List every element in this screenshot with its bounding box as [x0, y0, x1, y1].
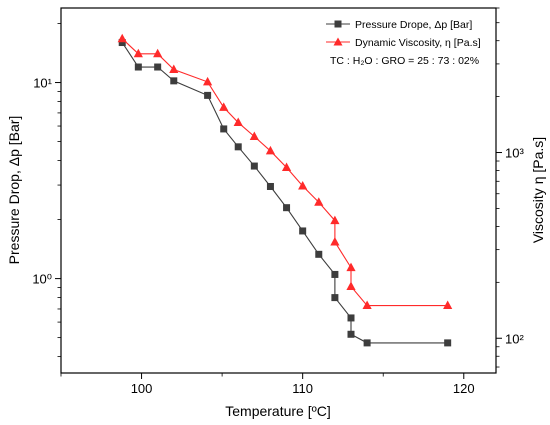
- x-tick-label: 120: [453, 381, 475, 396]
- pressure-drop-point: [250, 162, 258, 170]
- viscosity-point: [133, 48, 143, 58]
- pressure-drop-series-line: [121, 42, 448, 344]
- pressure-drop-point: [347, 330, 355, 338]
- x-tick-label: 100: [131, 381, 153, 396]
- viscosity-point: [346, 281, 356, 290]
- x-axis-ticks: 100 110 120: [60, 373, 475, 396]
- legend-label-viscosity: Dynamic Viscosity, η [Pa.s]: [355, 37, 481, 49]
- series-layer: [117, 33, 453, 347]
- pressure-drop-point: [234, 143, 242, 151]
- pressure-drop-point: [347, 314, 355, 322]
- pressure-drop-point: [118, 39, 126, 47]
- right-axis-tick-label: 10²: [505, 331, 524, 346]
- left-axis-ticks: 10⁰ 10¹: [32, 23, 61, 358]
- pressure-drop-point: [283, 204, 291, 212]
- viscosity-point: [117, 33, 127, 43]
- pressure-drop-point: [299, 227, 307, 235]
- pressure-drop-point: [363, 339, 371, 347]
- legend-note: TC : H₂O : GRO = 25 : 73 : 02%: [330, 55, 479, 67]
- viscosity-point: [233, 117, 243, 127]
- legend-marker-viscosity: [333, 37, 343, 46]
- viscosity-point: [249, 131, 259, 140]
- pressure-drop-point: [204, 91, 212, 99]
- pressure-drop-point: [220, 125, 228, 133]
- pressure-drop-point: [266, 182, 274, 190]
- legend-marker-pressure: [334, 20, 342, 28]
- right-axis-title: Viscosity η [Pa.s]: [530, 137, 546, 243]
- viscosity-point: [330, 236, 340, 246]
- viscosity-point: [443, 300, 453, 310]
- left-axis-tick-label: 10⁰: [32, 272, 52, 287]
- x-axis-title: Temperature [ºC]: [225, 403, 331, 419]
- plot-frame: [60, 7, 497, 374]
- viscosity-point: [203, 76, 213, 86]
- viscosity-point: [298, 181, 308, 190]
- left-axis-title: Pressure Drop, Δp [Bar]: [6, 116, 22, 265]
- pressure-drop-point: [315, 250, 323, 258]
- viscosity-point: [362, 300, 372, 310]
- legend: Pressure Drope, Δp [Bar] Dynamic Viscosi…: [326, 19, 481, 67]
- x-tick-label: 110: [292, 381, 313, 396]
- pressure-drop-point: [154, 63, 162, 71]
- pressure-drop-point: [331, 270, 339, 278]
- right-axis-ticks: 10² 10³: [496, 7, 524, 368]
- pressure-drop-point: [134, 63, 142, 71]
- legend-label-pressure: Pressure Drope, Δp [Bar]: [355, 19, 472, 31]
- viscosity-point: [314, 197, 324, 206]
- plot-area-border: [60, 7, 497, 374]
- viscosity-point: [219, 102, 229, 111]
- left-axis-tick-label: 10¹: [33, 76, 52, 91]
- viscosity-point: [169, 64, 179, 73]
- pressure-drop-point: [444, 339, 452, 347]
- pressure-drop-point: [331, 294, 339, 302]
- viscosity-point: [265, 145, 276, 155]
- viscosity-point: [281, 162, 292, 172]
- pressure-drop-point: [170, 77, 178, 85]
- viscosity-point: [330, 215, 340, 225]
- viscosity-point: [346, 262, 356, 272]
- viscosity-point: [153, 48, 163, 58]
- right-axis-tick-label: 10³: [505, 146, 524, 161]
